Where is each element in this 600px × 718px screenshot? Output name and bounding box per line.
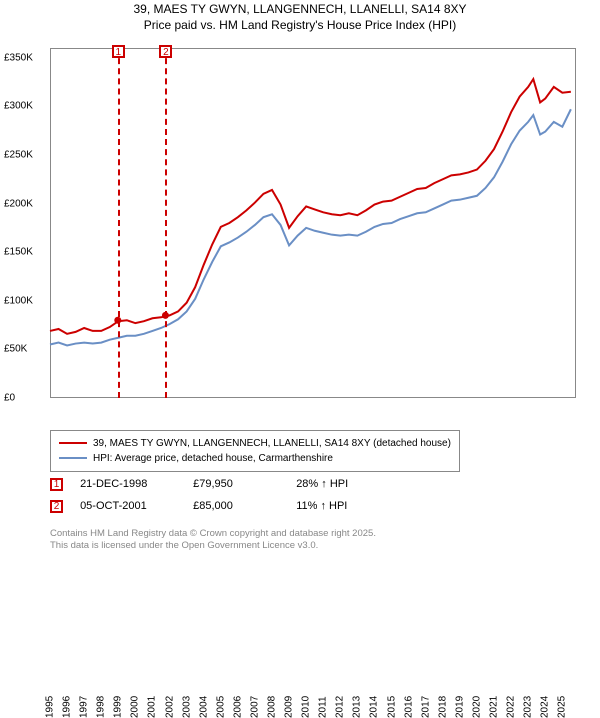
sale-delta-1: 28% ↑ HPI (296, 478, 348, 490)
footer: Contains HM Land Registry data © Crown c… (50, 528, 376, 553)
sale-price-2: £85,000 (193, 500, 293, 512)
sale-marker-1-icon: 1 (50, 478, 63, 491)
legend-swatch-2 (59, 457, 87, 459)
line-chart-svg (0, 0, 600, 560)
sale-price-1: £79,950 (193, 478, 293, 490)
footer-line2: This data is licensed under the Open Gov… (50, 540, 376, 552)
legend-label-2: HPI: Average price, detached house, Carm… (93, 453, 333, 464)
sale-date-2: 05-OCT-2001 (80, 500, 190, 512)
legend-swatch-1 (59, 442, 87, 444)
sale-row-2: 2 05-OCT-2001 £85,000 11% ↑ HPI (50, 500, 347, 513)
footer-line1: Contains HM Land Registry data © Crown c… (50, 528, 376, 540)
legend: 39, MAES TY GWYN, LLANGENNECH, LLANELLI,… (50, 430, 460, 472)
sale-marker-2-icon: 2 (50, 500, 63, 513)
sale-delta-2: 11% ↑ HPI (296, 500, 347, 512)
legend-item-1: 39, MAES TY GWYN, LLANGENNECH, LLANELLI,… (59, 436, 451, 451)
legend-label-1: 39, MAES TY GWYN, LLANGENNECH, LLANELLI,… (93, 438, 451, 449)
sale-date-1: 21-DEC-1998 (80, 478, 190, 490)
sale-row-1: 1 21-DEC-1998 £79,950 28% ↑ HPI (50, 478, 348, 491)
legend-item-2: HPI: Average price, detached house, Carm… (59, 451, 451, 466)
